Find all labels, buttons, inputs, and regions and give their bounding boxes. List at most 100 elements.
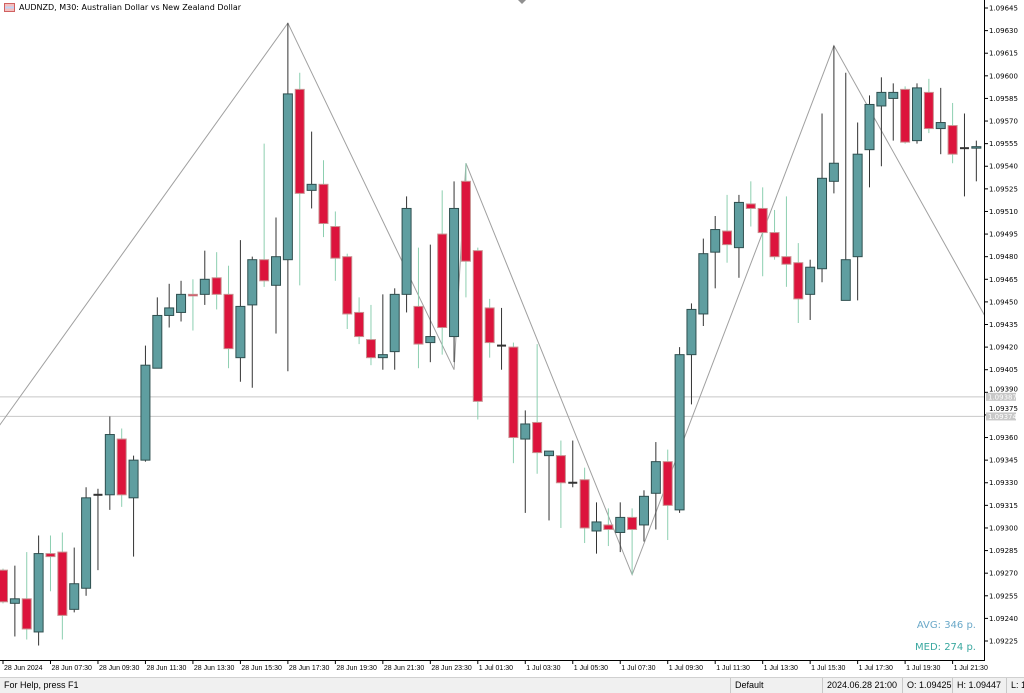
x-tick-label: 1 Jul 19:30 bbox=[906, 665, 940, 672]
candle bbox=[568, 440, 578, 488]
candle bbox=[354, 297, 365, 345]
y-tick-label: 1.09375 bbox=[989, 405, 1018, 413]
candle-body bbox=[532, 421, 543, 454]
candle-body bbox=[128, 459, 139, 499]
candle bbox=[544, 450, 555, 521]
candle bbox=[828, 45, 839, 194]
x-tick-label: 1 Jul 01:30 bbox=[479, 665, 513, 672]
candle-body bbox=[805, 266, 816, 295]
candle bbox=[235, 240, 246, 382]
y-tick-label: 1.09315 bbox=[989, 502, 1018, 510]
candle bbox=[888, 83, 899, 141]
candle bbox=[140, 345, 151, 462]
y-tick-label: 1.09585 bbox=[989, 95, 1018, 103]
y-tick-label: 1.09555 bbox=[989, 140, 1018, 148]
candle bbox=[211, 252, 222, 310]
candle-body bbox=[425, 336, 436, 344]
candle-body bbox=[828, 162, 839, 182]
candle-body bbox=[199, 278, 210, 295]
y-tick-label: 1.09255 bbox=[989, 592, 1018, 600]
x-tick-label: 1 Jul 09:30 bbox=[669, 665, 703, 672]
candle-body bbox=[840, 259, 851, 301]
candle bbox=[247, 256, 258, 388]
candle-body bbox=[650, 461, 661, 494]
candle bbox=[579, 467, 590, 544]
y-tick-label: 1.09600 bbox=[989, 72, 1018, 80]
candle-body bbox=[520, 423, 531, 440]
candle-body bbox=[0, 569, 8, 603]
y-tick-label: 1.09510 bbox=[989, 208, 1018, 216]
y-tick-label: 1.09645 bbox=[989, 5, 1018, 13]
y-tick-label: 1.09345 bbox=[989, 457, 1018, 465]
status-profile[interactable]: Default bbox=[730, 678, 822, 693]
y-tick-label: 1.09360 bbox=[989, 434, 1018, 442]
candle-body bbox=[769, 232, 780, 258]
y-tick-label: 1.09615 bbox=[989, 50, 1018, 58]
chart-window-icon bbox=[4, 3, 15, 12]
candle bbox=[425, 244, 436, 363]
candle bbox=[484, 298, 495, 358]
candle bbox=[959, 113, 969, 197]
x-tick-label: 28 Jun 07:30 bbox=[51, 665, 92, 672]
candle-body bbox=[187, 293, 198, 297]
candle-body bbox=[935, 122, 946, 130]
candle-body bbox=[259, 259, 270, 282]
candle bbox=[710, 215, 721, 289]
candle bbox=[81, 487, 92, 596]
y-tick-label: 1.09270 bbox=[989, 570, 1018, 578]
candle-body bbox=[484, 307, 495, 344]
candle-body bbox=[674, 354, 685, 511]
candle-body bbox=[947, 125, 958, 155]
candlestick-chart[interactable]: 1.09645 1.09630 1.09615 1.09600 1.09585 1.095… bbox=[0, 0, 1024, 677]
candle bbox=[864, 95, 875, 188]
candle-body bbox=[615, 516, 626, 533]
candle bbox=[662, 449, 673, 541]
x-tick-label: 1 Jul 13:30 bbox=[764, 665, 798, 672]
candle-body bbox=[579, 479, 590, 529]
candle-body bbox=[176, 293, 187, 313]
candle bbox=[733, 194, 744, 278]
x-tick-label: 28 Jun 09:30 bbox=[99, 665, 140, 672]
candle bbox=[757, 187, 768, 277]
candle bbox=[104, 416, 115, 510]
candle-body bbox=[271, 256, 282, 286]
candle bbox=[187, 279, 198, 331]
candle-body bbox=[733, 201, 744, 249]
candle-body bbox=[603, 524, 614, 530]
x-tick-label: 1 Jul 03:30 bbox=[526, 665, 560, 672]
candle bbox=[627, 508, 638, 575]
candle bbox=[116, 428, 127, 507]
candle bbox=[69, 547, 80, 613]
med-label: MED: 274 p. bbox=[915, 642, 976, 653]
candle-body bbox=[365, 339, 376, 359]
candle bbox=[413, 247, 424, 369]
candle bbox=[591, 502, 602, 554]
candle-body bbox=[235, 305, 246, 359]
candle-body bbox=[852, 153, 863, 258]
candle bbox=[9, 565, 20, 637]
candle-body bbox=[140, 364, 151, 461]
y-tick-label: 1.09465 bbox=[989, 276, 1018, 284]
candle-body bbox=[911, 87, 922, 142]
candle-body bbox=[757, 207, 768, 234]
y-tick-label: 1.09450 bbox=[989, 298, 1018, 306]
candle bbox=[259, 143, 270, 287]
candle bbox=[876, 77, 887, 167]
x-tick-label: 1 Jul 05:30 bbox=[574, 665, 608, 672]
zigzag-line bbox=[0, 22, 986, 577]
price-line-tag bbox=[986, 392, 1016, 401]
candle bbox=[45, 535, 56, 592]
candle bbox=[497, 307, 507, 370]
candle-body bbox=[710, 229, 721, 253]
candle-body bbox=[876, 91, 887, 107]
candle-body bbox=[354, 311, 365, 338]
candle bbox=[532, 344, 543, 474]
candle-body bbox=[627, 516, 638, 530]
candle-body bbox=[971, 146, 982, 149]
candle bbox=[401, 196, 412, 313]
x-tick-label: 28 Jun 13:30 bbox=[194, 665, 235, 672]
chart-window[interactable]: 1.09645 1.09630 1.09615 1.09600 1.09585 1.095… bbox=[0, 0, 1024, 677]
x-tick-label: 1 Jul 17:30 bbox=[859, 665, 893, 672]
candle-body bbox=[45, 553, 56, 558]
candle bbox=[603, 508, 614, 547]
